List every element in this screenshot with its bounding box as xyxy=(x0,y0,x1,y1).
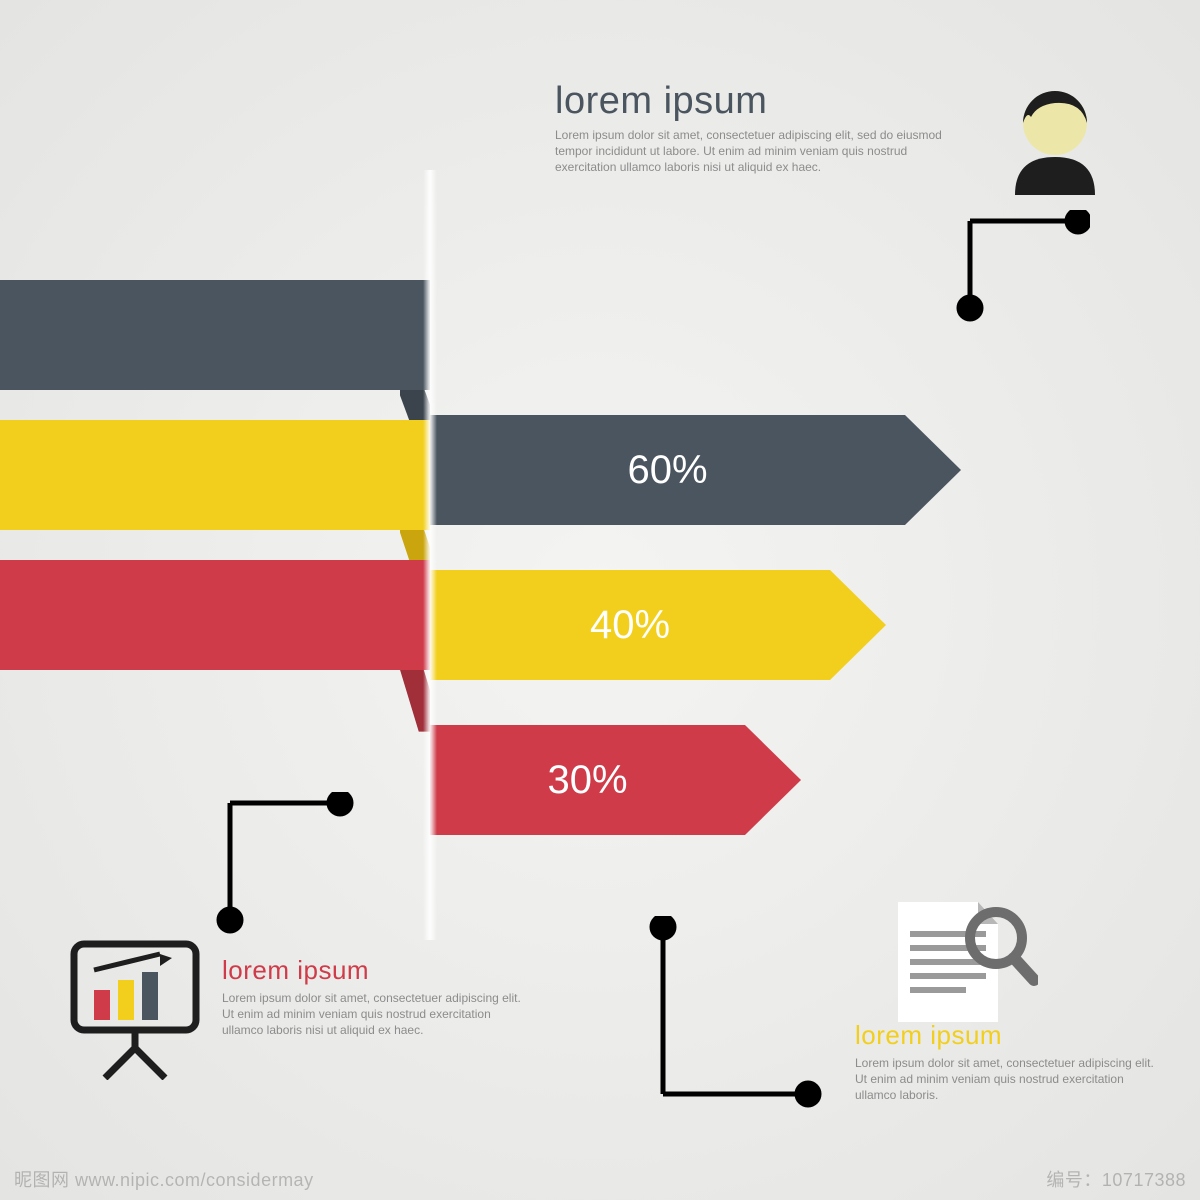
arrowhead-2 xyxy=(830,570,886,680)
watermark-left: 昵图网 www.nipic.com/considermay xyxy=(14,1166,314,1192)
ribbon-1-label: 60% xyxy=(627,448,707,493)
infographic-stage: 60% .ribbon-arrow:nth-of-type(3)::after{… xyxy=(0,0,1200,1200)
person-icon xyxy=(1000,85,1110,195)
ribbon-3-label: 30% xyxy=(547,758,627,803)
ribbon-1-left xyxy=(0,280,430,390)
arrowhead-1 xyxy=(905,415,961,525)
connector-bottom-left xyxy=(205,792,365,942)
ribbon-3-left xyxy=(0,560,430,670)
text-block-top-title: lorem ipsum xyxy=(555,80,945,123)
text-block-top: lorem ipsum Lorem ipsum dolor sit amet, … xyxy=(555,80,945,176)
ribbon-2-label: 40% xyxy=(590,603,670,648)
watermark-right-label: 编号： xyxy=(1046,1170,1102,1190)
text-block-bl-title: lorem ipsum xyxy=(222,955,522,986)
arrowhead-3 xyxy=(745,725,801,835)
watermark-right: 编号：10717388 xyxy=(1046,1166,1186,1192)
text-block-bottom-right: lorem ipsum Lorem ipsum dolor sit amet, … xyxy=(855,1020,1155,1104)
text-block-br-body: Lorem ipsum dolor sit amet, consectetuer… xyxy=(855,1055,1155,1104)
ribbon-2-left xyxy=(0,420,430,530)
text-block-bl-body: Lorem ipsum dolor sit amet, consectetuer… xyxy=(222,990,522,1039)
connector-top xyxy=(920,210,1090,330)
ribbon-2-arrow: 40% xyxy=(430,570,830,680)
document-search-icon xyxy=(888,892,1038,1032)
ribbon-3-arrow: 30% xyxy=(430,725,745,835)
watermark-right-value: 10717388 xyxy=(1102,1170,1186,1190)
ribbon-1-arrow: 60% xyxy=(430,415,905,525)
text-block-top-body: Lorem ipsum dolor sit amet, consectetuer… xyxy=(555,127,945,176)
text-block-bottom-left: lorem ipsum Lorem ipsum dolor sit amet, … xyxy=(222,955,522,1039)
connector-bottom-right xyxy=(648,916,828,1116)
presentation-board-icon xyxy=(60,930,210,1080)
